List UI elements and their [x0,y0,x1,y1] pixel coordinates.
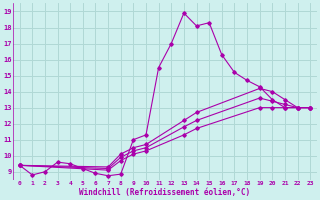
X-axis label: Windchill (Refroidissement éolien,°C): Windchill (Refroidissement éolien,°C) [79,188,251,197]
